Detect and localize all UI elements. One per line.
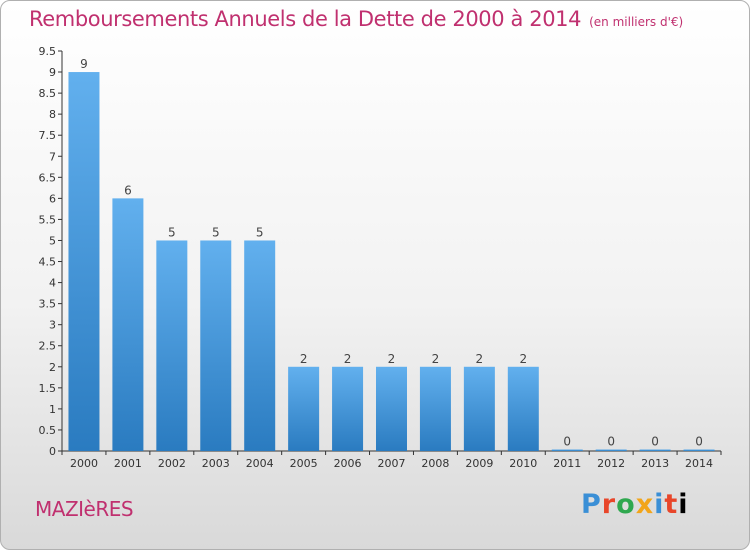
bar-value-label: 0 [607, 435, 615, 449]
y-tick-label: 7.5 [39, 129, 57, 142]
logo-letter: r [601, 489, 617, 520]
commune-name: MAZIèRES [35, 497, 134, 521]
x-tick-label: 2008 [421, 457, 449, 470]
bar-value-label: 2 [519, 352, 527, 366]
bar-value-label: 9 [80, 57, 88, 71]
logo-letter: i [654, 489, 665, 520]
bar-value-label: 2 [476, 352, 484, 366]
y-tick-label: 5.5 [39, 213, 57, 226]
y-tick-label: 5 [49, 234, 56, 247]
y-tick-label: 4 [49, 277, 56, 290]
bar-value-label: 0 [563, 435, 571, 449]
bar [288, 366, 320, 451]
y-tick-label: 4.5 [39, 256, 57, 269]
x-tick-label: 2012 [597, 457, 625, 470]
y-tick-label: 1.5 [39, 382, 57, 395]
bar [595, 449, 627, 451]
proxiti-logo: Proxiti [581, 489, 689, 520]
bar [463, 366, 495, 451]
bar-value-label: 0 [695, 435, 703, 449]
bar-value-label: 0 [651, 435, 659, 449]
y-tick-label: 0.5 [39, 424, 57, 437]
x-tick-label: 2010 [509, 457, 537, 470]
x-tick-label: 2006 [334, 457, 362, 470]
y-tick-label: 8 [49, 108, 56, 121]
y-tick-label: 6 [49, 192, 56, 205]
bar-value-label: 2 [344, 352, 352, 366]
x-tick-label: 2003 [202, 457, 230, 470]
bar [112, 198, 144, 451]
bar-value-label: 5 [256, 225, 264, 239]
x-tick-label: 2014 [685, 457, 713, 470]
y-axis: 0 0.5 1 1.5 2 2.5 3 3.5 4 4.5 5 5.5 6 6.5 7 7.5 8 8.5 9 9.5 [39, 45, 63, 458]
chart-title: Remboursements Annuels de la Dette de 20… [29, 7, 683, 31]
y-tick-label: 8.5 [39, 87, 57, 100]
bar [332, 366, 364, 451]
bar-value-label: 5 [212, 225, 220, 239]
bar-value-label: 2 [388, 352, 396, 366]
bar [683, 449, 715, 451]
y-tick-label: 7 [49, 150, 56, 163]
x-tick-label: 2001 [114, 457, 142, 470]
x-axis: 2000 2001 2002 2003 2004 2005 2006 2007 2008 2009… [61, 450, 722, 470]
x-tick-label: 2011 [553, 457, 581, 470]
y-tick-label: 9.5 [39, 45, 57, 58]
bar-value-label: 5 [168, 225, 176, 239]
x-tick-label: 2009 [465, 457, 493, 470]
chart-title-text: Remboursements Annuels de la Dette de 20… [29, 7, 582, 31]
y-tick-label: 0 [49, 445, 56, 458]
bars [68, 72, 715, 451]
bar-value-label: 6 [124, 183, 132, 197]
bar [200, 240, 232, 451]
bar [244, 240, 276, 451]
bar [68, 72, 100, 451]
bar [639, 449, 671, 451]
x-tick-label: 2007 [378, 457, 406, 470]
y-tick-label: 9 [49, 66, 56, 79]
x-tick-label: 2000 [70, 457, 98, 470]
bar [376, 366, 407, 451]
bar [419, 366, 451, 451]
x-tick-label: 2004 [246, 457, 274, 470]
y-tick-label: 2.5 [39, 340, 57, 353]
y-tick-label: 2 [49, 361, 56, 374]
logo-letter: t [664, 489, 679, 520]
x-tick-label: 2005 [290, 457, 318, 470]
bar-value-label: 2 [432, 352, 440, 366]
bar [551, 449, 583, 451]
y-tick-label: 6.5 [39, 171, 57, 184]
x-tick-label: 2002 [158, 457, 186, 470]
logo-letter: x [635, 489, 655, 520]
unit-note: (en milliers d'€) [589, 15, 684, 29]
y-tick-label: 3 [49, 319, 56, 332]
bar [507, 366, 539, 451]
bar-value-label: 2 [300, 352, 308, 366]
y-tick-label: 1 [49, 403, 56, 416]
logo-letter: o [616, 489, 636, 520]
logo-letter: i [678, 489, 689, 520]
bar-labels: 9 6 5 5 5 2 2 2 2 2 2 0 0 0 0 [80, 57, 703, 448]
y-tick-label: 3.5 [39, 298, 57, 311]
x-tick-label: 2013 [641, 457, 669, 470]
logo-letter: P [581, 489, 602, 520]
bar [156, 240, 188, 451]
